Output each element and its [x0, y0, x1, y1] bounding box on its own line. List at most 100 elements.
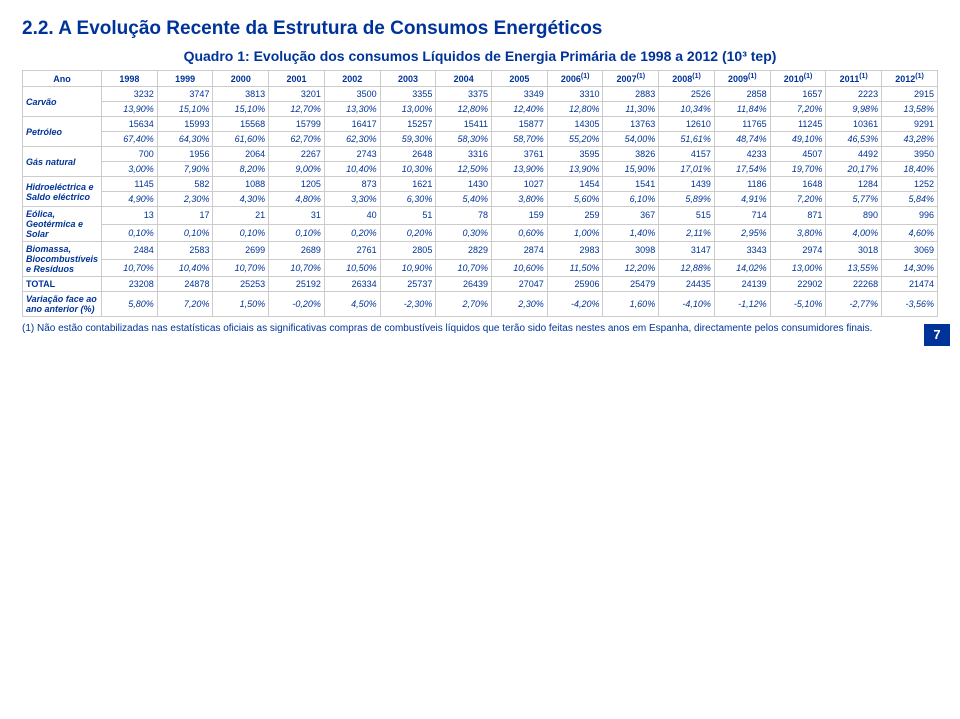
- cell: 0,10%: [213, 224, 269, 242]
- cell: 2583: [157, 242, 213, 260]
- cell: 873: [324, 177, 380, 192]
- cell: 14,30%: [882, 259, 938, 277]
- cell: 1956: [157, 147, 213, 162]
- year-header: 2003: [380, 71, 436, 87]
- cell: 43,28%: [882, 132, 938, 147]
- cell: 2,70%: [436, 292, 492, 317]
- cell: 25737: [380, 277, 436, 292]
- table-row: 3,00%7,90%8,20%9,00%10,40%10,30%12,50%13…: [23, 162, 938, 177]
- cell: 25906: [547, 277, 603, 292]
- cell: 14,02%: [714, 259, 770, 277]
- year-header: 2009(1): [714, 71, 770, 87]
- table-caption: Quadro 1: Evolução dos consumos Líquidos…: [22, 48, 938, 64]
- cell: 2064: [213, 147, 269, 162]
- cell: 3,00%: [102, 162, 158, 177]
- cell: 13,00%: [770, 259, 826, 277]
- cell: 17: [157, 207, 213, 225]
- cell: 2761: [324, 242, 380, 260]
- cell: 10,50%: [324, 259, 380, 277]
- table-row: 67,40%64,30%61,60%62,70%62,30%59,30%58,3…: [23, 132, 938, 147]
- cell: 7,20%: [770, 102, 826, 117]
- cell: 871: [770, 207, 826, 225]
- cell: 31: [269, 207, 325, 225]
- cell: 9,00%: [269, 162, 325, 177]
- cell: 15634: [102, 117, 158, 132]
- page-number: 7: [924, 324, 950, 346]
- cell: 700: [102, 147, 158, 162]
- cell: 1657: [770, 87, 826, 102]
- cell: -3,56%: [882, 292, 938, 317]
- cell: 582: [157, 177, 213, 192]
- cell: 259: [547, 207, 603, 225]
- cell: 10,30%: [380, 162, 436, 177]
- cell: 1,00%: [547, 224, 603, 242]
- cell: 2874: [492, 242, 548, 260]
- cell: 0,10%: [102, 224, 158, 242]
- row-label: Gás natural: [23, 147, 102, 177]
- cell: 367: [603, 207, 659, 225]
- cell: 3201: [269, 87, 325, 102]
- cell: 25192: [269, 277, 325, 292]
- cell: 0,20%: [324, 224, 380, 242]
- cell: 21474: [882, 277, 938, 292]
- year-header: 2004: [436, 71, 492, 87]
- cell: 10,70%: [102, 259, 158, 277]
- cell: 24878: [157, 277, 213, 292]
- cell: 3018: [826, 242, 882, 260]
- cell: 2267: [269, 147, 325, 162]
- cell: 62,30%: [324, 132, 380, 147]
- cell: 5,60%: [547, 192, 603, 207]
- cell: 24435: [659, 277, 715, 292]
- cell: 2915: [882, 87, 938, 102]
- cell: 26439: [436, 277, 492, 292]
- cell: 12,88%: [659, 259, 715, 277]
- cell: 2699: [213, 242, 269, 260]
- cell: 2974: [770, 242, 826, 260]
- table-row: Biomassa, Biocombustíveis e Resíduos2484…: [23, 242, 938, 260]
- cell: 1648: [770, 177, 826, 192]
- year-header: 2008(1): [659, 71, 715, 87]
- cell: 12,80%: [547, 102, 603, 117]
- cell: 12610: [659, 117, 715, 132]
- cell: 4,50%: [324, 292, 380, 317]
- cell: 1145: [102, 177, 158, 192]
- cell: 18,40%: [882, 162, 938, 177]
- cell: 3069: [882, 242, 938, 260]
- cell: 11765: [714, 117, 770, 132]
- cell: 17,54%: [714, 162, 770, 177]
- cell: 1186: [714, 177, 770, 192]
- cell: 2648: [380, 147, 436, 162]
- cell: 64,30%: [157, 132, 213, 147]
- year-header: 1998: [102, 71, 158, 87]
- table-row: Carvão3232374738133201350033553375334933…: [23, 87, 938, 102]
- cell: 0,10%: [157, 224, 213, 242]
- cell: 13,90%: [492, 162, 548, 177]
- cell: 2689: [269, 242, 325, 260]
- cell: 2883: [603, 87, 659, 102]
- cell: 4,00%: [826, 224, 882, 242]
- cell: 15,90%: [603, 162, 659, 177]
- cell: 48,74%: [714, 132, 770, 147]
- cell: 5,89%: [659, 192, 715, 207]
- cell: -1,12%: [714, 292, 770, 317]
- cell: 59,30%: [380, 132, 436, 147]
- table-row: 4,90%2,30%4,30%4,80%3,30%6,30%5,40%3,80%…: [23, 192, 938, 207]
- cell: 4,90%: [102, 192, 158, 207]
- row-label: Petróleo: [23, 117, 102, 147]
- cell: 11,84%: [714, 102, 770, 117]
- cell: 20,17%: [826, 162, 882, 177]
- cell: 15,10%: [213, 102, 269, 117]
- cell: 1252: [882, 177, 938, 192]
- cell: 6,10%: [603, 192, 659, 207]
- cell: 3349: [492, 87, 548, 102]
- cell: 9,98%: [826, 102, 882, 117]
- cell: 58,70%: [492, 132, 548, 147]
- cell: 1205: [269, 177, 325, 192]
- row-label: TOTAL: [23, 277, 102, 292]
- cell: 9291: [882, 117, 938, 132]
- cell: 11245: [770, 117, 826, 132]
- year-header: 1999: [157, 71, 213, 87]
- cell: 2805: [380, 242, 436, 260]
- year-header: 2005: [492, 71, 548, 87]
- cell: 13,00%: [380, 102, 436, 117]
